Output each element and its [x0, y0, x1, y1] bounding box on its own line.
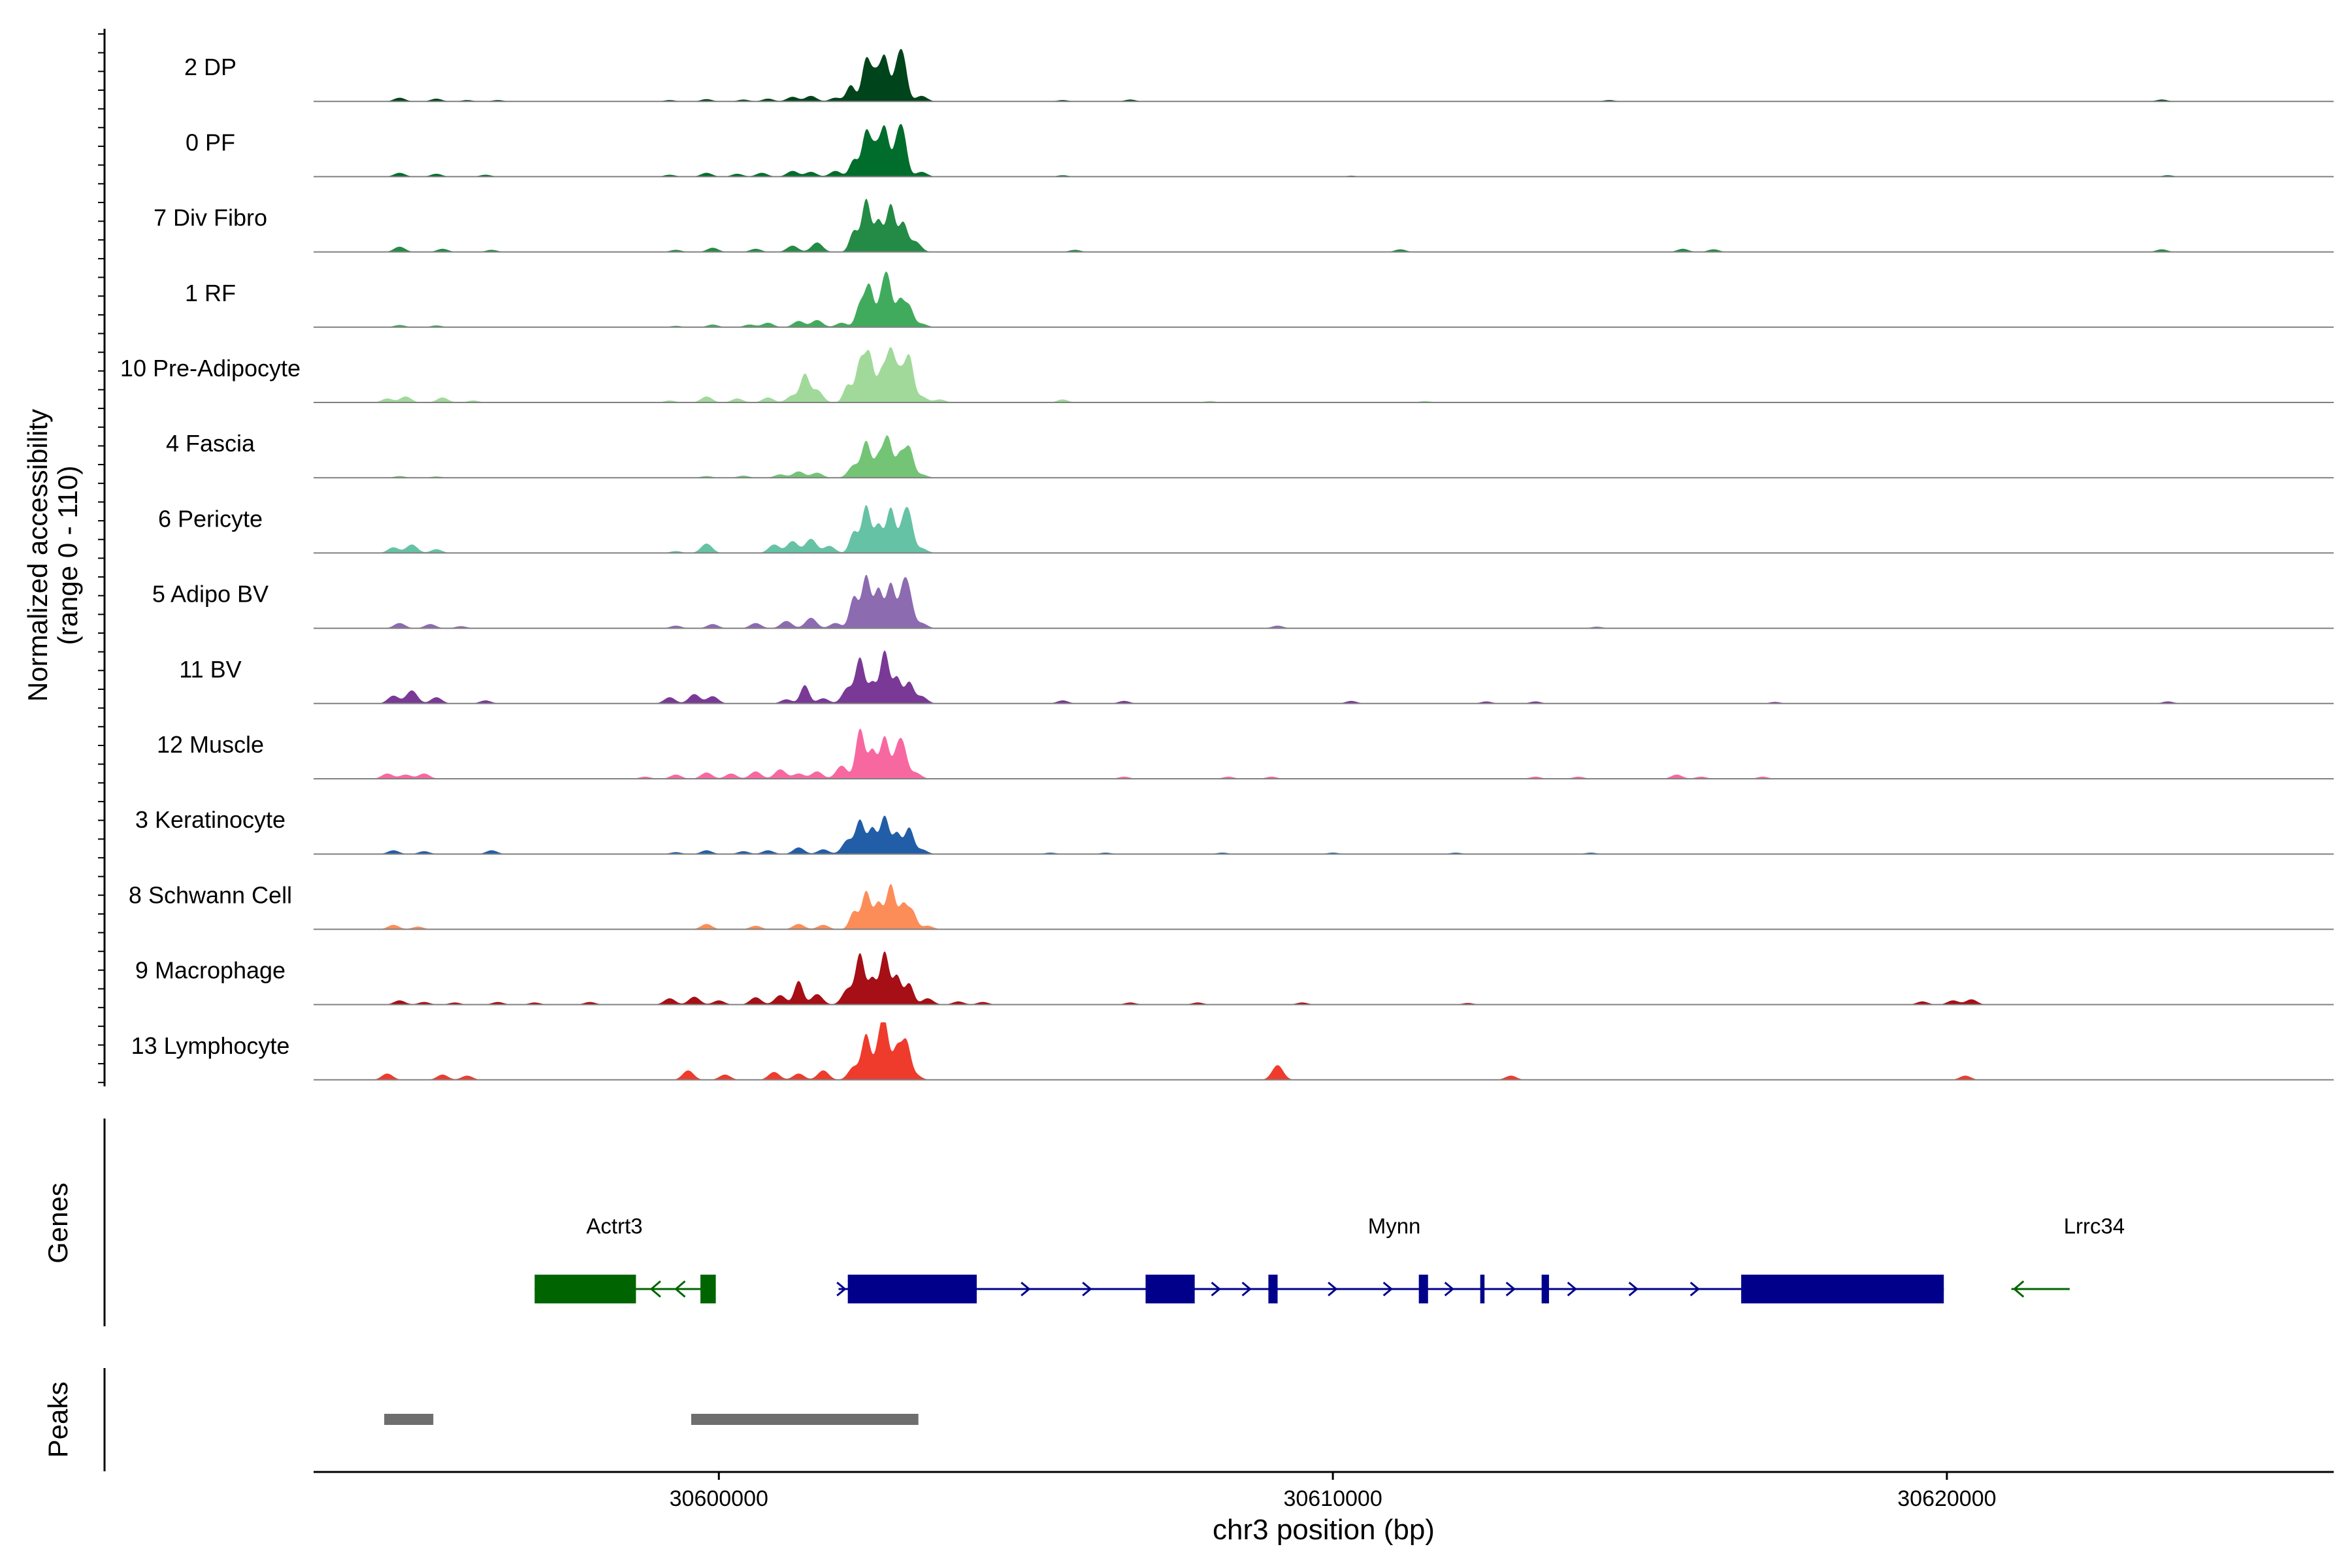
peaks-panel-title: Peaks [42, 1382, 73, 1458]
peak-regions [384, 1414, 919, 1425]
gene-exon [1268, 1275, 1278, 1303]
strand-arrow [1328, 1281, 1338, 1297]
track: 6 Pericyte [158, 505, 2334, 554]
track-label: 4 Fascia [166, 430, 255, 457]
genes-panel-title: Genes [42, 1183, 73, 1264]
strand-arrow [1021, 1281, 1031, 1297]
peak-region [384, 1414, 434, 1425]
gene-exon [1541, 1275, 1549, 1303]
strand-arrow [1690, 1281, 1700, 1297]
track-label: 6 Pericyte [158, 505, 263, 532]
x-axis-title: chr3 position (bp) [1213, 1514, 1435, 1546]
track: 4 Fascia [166, 430, 2334, 479]
track: 3 Keratinocyte [135, 806, 2334, 855]
track: 13 Lymphocyte [131, 1022, 2334, 1081]
x-axis-tick-label: 30620000 [1897, 1486, 1996, 1511]
gene-label: Mynn [1368, 1214, 1421, 1238]
track-label: 8 Schwann Cell [129, 881, 292, 908]
gene-exon [1480, 1275, 1485, 1303]
track: 9 Macrophage [135, 951, 2334, 1005]
track-label: 5 Adipo BV [152, 581, 269, 608]
gene-exon [847, 1275, 977, 1303]
track: 0 PF [186, 123, 2334, 178]
track: 2 DP [184, 48, 2334, 103]
strand-arrow [649, 1280, 661, 1298]
y-axis-ruler [98, 29, 106, 1086]
track-signal-area [314, 574, 2334, 629]
gene: Mynn [836, 1214, 1944, 1303]
track: 1 RF [185, 271, 2334, 328]
strand-arrow [1241, 1281, 1252, 1297]
gene-exon [1741, 1275, 1944, 1303]
strand-arrow [836, 1281, 847, 1297]
track-signal-area [314, 199, 2334, 252]
strand-arrow [1211, 1281, 1221, 1297]
strand-arrow [674, 1280, 686, 1298]
track-signal-area [314, 815, 2334, 855]
track: 7 Div Fibro [154, 199, 2334, 253]
gene-exon [1418, 1275, 1428, 1303]
gene: Lrrc34 [2011, 1214, 2125, 1298]
track-label: 11 BV [179, 656, 241, 683]
track-signal-area [314, 650, 2334, 704]
track: 12 Muscle [157, 728, 2334, 779]
track-signal-area [314, 505, 2334, 553]
track-signal-area [314, 347, 2334, 402]
y-axis-title: Normalized accessibility [22, 409, 53, 702]
track-label: 0 PF [186, 129, 235, 155]
track-signal-area [314, 951, 2334, 1005]
strand-arrow [1082, 1281, 1092, 1297]
gene-exon [700, 1275, 716, 1303]
gene: Actrt3 [534, 1214, 716, 1303]
track-signal-area [314, 435, 2334, 478]
gene-exon [534, 1275, 636, 1303]
track: 8 Schwann Cell [129, 881, 2334, 930]
strand-arrow [2012, 1280, 2054, 1298]
strand-arrow [1567, 1281, 1577, 1297]
y-axis-range: (range 0 - 110) [52, 466, 83, 645]
track-label: 9 Macrophage [135, 957, 286, 984]
track-label: 10 Pre-Adipocyte [120, 355, 301, 382]
track-label: 13 Lymphocyte [131, 1032, 290, 1059]
gene-exon [1145, 1275, 1195, 1303]
track: 11 BV [179, 650, 2334, 704]
strand-arrow [1382, 1281, 1394, 1297]
track-signal-area [314, 884, 2334, 930]
x-axis-tick-label: 30610000 [1283, 1486, 1382, 1511]
gene-label: Actrt3 [586, 1214, 642, 1238]
track-label: 3 Keratinocyte [135, 806, 286, 833]
track-label: 7 Div Fibro [154, 204, 267, 231]
coverage-tracks: 2 DP 0 PF 7 Div Fibro 1 RF 10 Pre-Adipocyte 4… [120, 48, 2334, 1081]
strand-arrow [1444, 1281, 1455, 1297]
peak-region [691, 1414, 919, 1425]
gene-annotations: Actrt3 Mynn Lrrc34 [534, 1214, 2125, 1303]
track-label: 12 Muscle [157, 731, 264, 758]
x-axis-ticks: 30600000 30610000 30620000 [670, 1472, 1997, 1511]
track: 10 Pre-Adipocyte [120, 347, 2334, 403]
track-signal-area [314, 271, 2334, 327]
strand-arrow [1505, 1281, 1516, 1297]
strand-arrow [1628, 1281, 1639, 1297]
track-signal-area [314, 728, 2334, 779]
track-signal-area [314, 1022, 2334, 1080]
x-axis-tick-label: 30600000 [670, 1486, 768, 1511]
gene-label: Lrrc34 [2064, 1214, 2125, 1238]
track-signal-area [314, 123, 2334, 177]
track-signal-area [314, 48, 2334, 102]
track: 5 Adipo BV [152, 574, 2334, 629]
track-label: 2 DP [184, 54, 237, 80]
track-label: 1 RF [185, 280, 236, 306]
